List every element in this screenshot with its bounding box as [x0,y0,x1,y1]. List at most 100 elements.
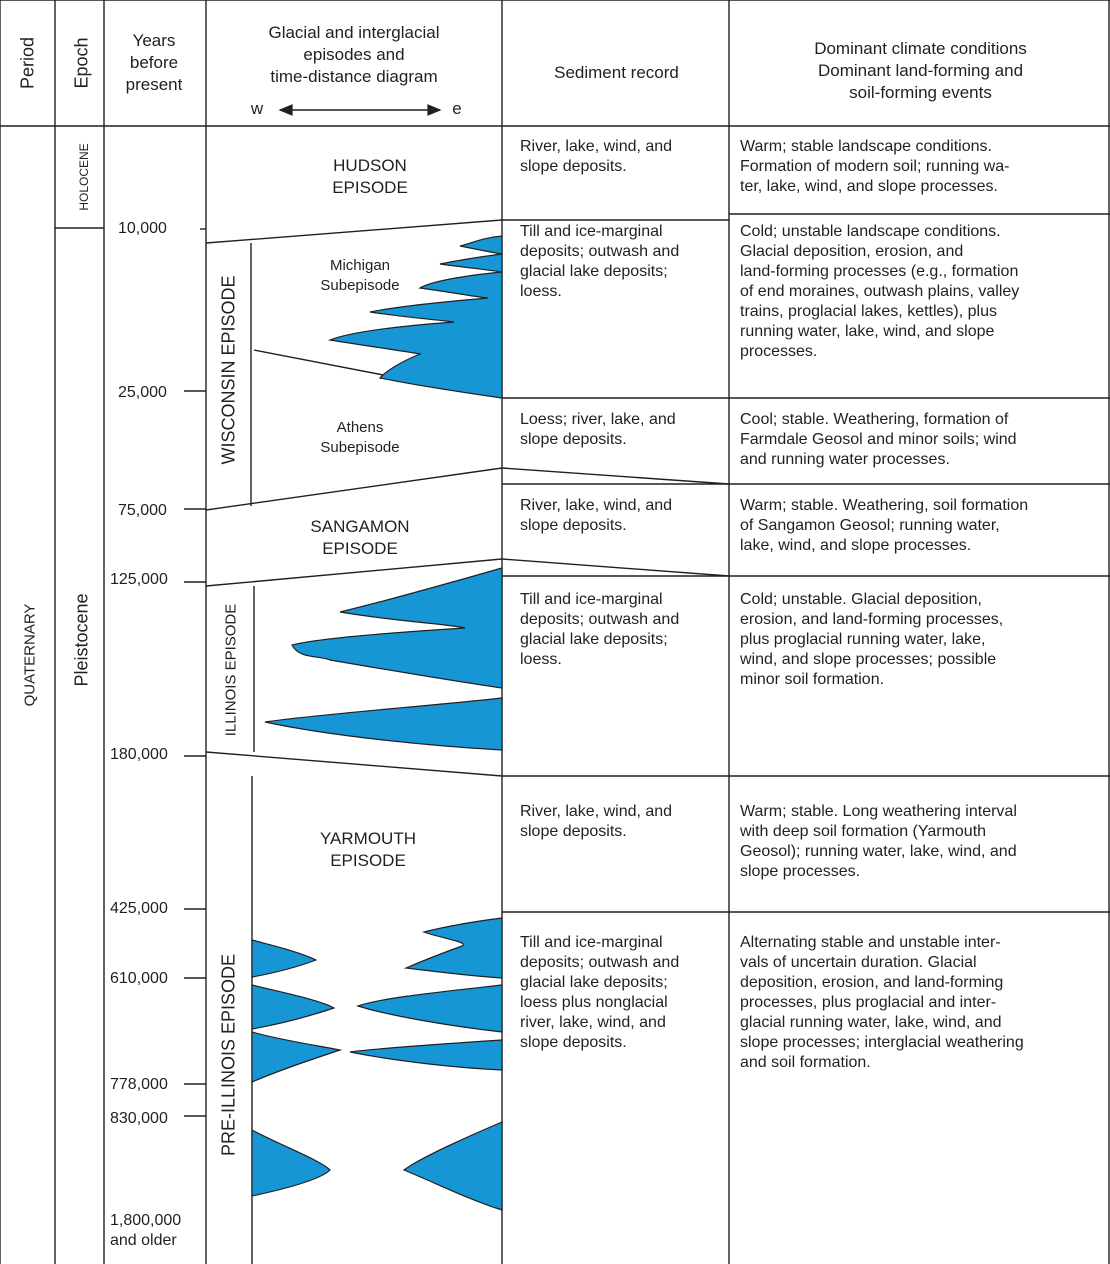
ice-lobe-michigan [327,235,503,399]
boundary-wisconsin-sangamon [205,467,503,511]
text-line: slope deposits. [520,823,627,840]
age-label: 10,000 [118,220,167,237]
header-glacial-line: time-distance diagram [270,67,438,86]
text-line: and soil formation. [740,1054,871,1071]
text-line: River, lake, wind, and [520,803,673,820]
text-line: loess. [520,651,562,668]
boundary-extension [501,558,730,577]
header-epoch: Epoch [71,37,92,89]
ice-lobe-illinois-upper [291,567,503,689]
text-line: slope deposits. [520,517,627,534]
header-climate: Dominant climate conditions Dominant lan… [731,38,1110,104]
text-line: Cold; unstable landscape conditions. [740,223,1001,240]
climate-cell: Warm; stable. Weathering, soil formation… [740,496,1108,556]
text-line: vals of uncertain duration. Glacial [740,954,977,971]
text-line: wind, and slope processes; possible [740,651,997,668]
text-line: Glacial deposition, erosion, and [740,243,964,260]
text-line: Warm; stable. Weathering, soil formation [740,497,1029,514]
text-line: minor soil formation. [740,671,885,688]
text-line: Till and ice-marginal [520,934,663,951]
west-label: w [250,99,264,118]
text-line: deposits; outwash and [520,954,680,971]
episode-illinois: ILLINOIS EPISODE [222,603,240,737]
header-period: Period [17,36,38,90]
boundary-extension [501,467,730,485]
age-label: 425,000 [110,900,168,917]
header-glacial-line: episodes and [303,45,405,64]
ice-lobe-illinois-lower [264,697,503,751]
climate-cell: Warm; stable. Long weathering interval w… [740,802,1108,882]
climate-cell: Warm; stable landscape conditions. Forma… [740,137,1108,197]
arrow-head-west [278,104,293,116]
sediment-cell: Till and ice-marginal deposits; outwash … [520,933,725,1053]
text-line: of Sangamon Geosol; running water, [740,517,1000,534]
subepisode-michigan-line: Subepisode [320,277,400,294]
text-line: glacial lake deposits; [520,631,668,648]
text-line: Loess; river, lake, and [520,411,676,428]
text-line: glacial lake deposits; [520,263,668,280]
boundary-illinois-yarmouth [205,751,503,777]
header-years-line: before [129,53,179,72]
text-line: land-forming processes (e.g., formation [740,263,1019,280]
arrow-head-east [427,104,442,116]
subepisode-michigan-line: Michigan [329,257,391,274]
sediment-cell: River, lake, wind, and slope deposits. [520,802,725,842]
ice-lobe-pre-illinois-east [349,1039,503,1071]
text-line: Alternating stable and unstable inter- [740,934,1001,951]
east-label: e [452,99,462,118]
text-line: lake, wind, and slope processes. [740,537,972,554]
subepisode-athens: Athens Subepisode [290,418,430,458]
text-line: of end moraines, outwash plains, valley [740,283,1020,300]
header-glacial: Glacial and interglacial episodes and ti… [206,22,502,88]
header-sediment: Sediment record [554,63,679,82]
sediment-cell: Till and ice-marginal deposits; outwash … [520,222,725,302]
text-line: river, lake, wind, and [520,1014,666,1031]
episode-wisconsin: WISCONSIN EPISODE [218,275,239,465]
header-years-line: Years [132,31,176,50]
episode-sangamon-line: EPISODE [322,539,398,558]
episode-yarmouth-line: EPISODE [330,851,406,870]
text-line: erosion, and land-forming processes, [740,611,1004,628]
sediment-cell: Loess; river, lake, and slope deposits. [520,410,725,450]
text-line: Formation of modern soil; running wa- [740,158,1010,175]
text-line: plus proglacial running water, lake, [740,631,986,648]
text-line: trains, proglacial lakes, kettles), plus [740,303,997,320]
header-glacial-line: Glacial and interglacial [268,23,440,42]
episode-sangamon-line: SANGAMON [310,517,410,536]
text-line: deposits; outwash and [520,611,680,628]
subepisode-michigan: Michigan Subepisode [290,256,430,296]
text-line: deposition, erosion, and land-forming [740,974,1004,991]
text-line: Geosol); running water, lake, wind, and [740,843,1017,860]
text-line: ter, lake, wind, and slope processes. [740,178,998,195]
text-line: and running water processes. [740,451,950,468]
header-climate-line: soil-forming events [849,83,992,102]
epoch-holocene: HOLOCENE [77,143,91,211]
text-line: running water, lake, wind, and slope [740,323,995,340]
text-line: slope deposits. [520,158,627,175]
climate-cell: Cool; stable. Weathering, formation of F… [740,410,1108,470]
episode-hudson: HUDSON EPISODE [270,155,470,199]
text-line: Cool; stable. Weathering, formation of [740,411,1009,428]
age-oldest-line: and older [110,1232,177,1249]
text-line: Till and ice-marginal [520,223,663,240]
text-line: processes, plus proglacial and inter- [740,994,997,1011]
climate-cell: Cold; unstable. Glacial deposition, eros… [740,590,1108,690]
text-line: loess plus nonglacial [520,994,668,1011]
text-line: Till and ice-marginal [520,591,663,608]
ice-lobe-pre-illinois-west [251,939,318,978]
sediment-cell: Till and ice-marginal deposits; outwash … [520,590,725,670]
sediment-cell: River, lake, wind, and slope deposits. [520,137,725,177]
text-line: deposits; outwash and [520,243,680,260]
text-line: Warm; stable. Long weathering interval [740,803,1017,820]
text-line: slope processes; interglacial weathering [740,1034,1024,1051]
age-label: 25,000 [118,384,167,401]
text-line: processes. [740,343,818,360]
header-climate-line: Dominant climate conditions [814,39,1027,58]
climate-cell: Cold; unstable landscape conditions. Gla… [740,222,1108,362]
text-line: River, lake, wind, and [520,138,673,155]
age-oldest-line: 1,800,000 [110,1212,182,1229]
age-label: 125,000 [110,571,168,588]
age-label: 180,000 [110,746,168,763]
